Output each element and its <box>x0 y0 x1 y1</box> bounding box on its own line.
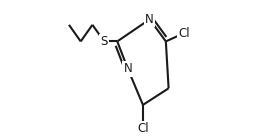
Text: Cl: Cl <box>137 122 149 135</box>
Text: S: S <box>100 35 108 48</box>
Text: N: N <box>124 63 132 75</box>
Text: Cl: Cl <box>178 27 190 40</box>
Text: N: N <box>145 13 154 26</box>
